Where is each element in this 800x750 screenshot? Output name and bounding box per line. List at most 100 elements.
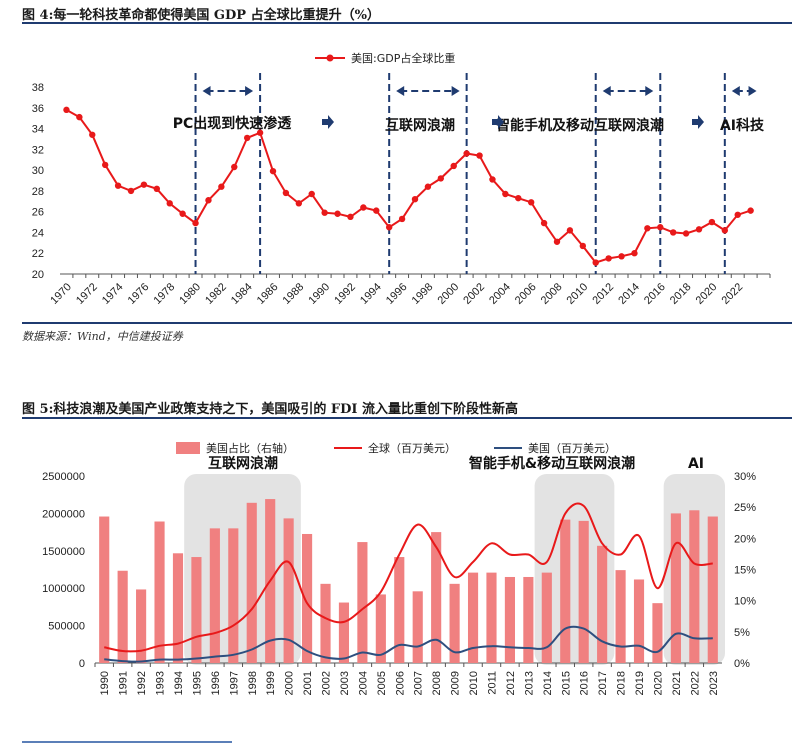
data-point <box>153 185 161 193</box>
x-tick-label: 1994 <box>173 671 185 695</box>
figure5-bottom-rule <box>22 741 232 743</box>
us-share-bar <box>467 572 479 663</box>
data-point <box>166 200 173 207</box>
x-tick-label: 1993 <box>155 671 167 695</box>
us-share-bar <box>136 589 147 663</box>
data-point <box>76 113 83 121</box>
us-share-bar <box>338 602 350 663</box>
x-tick-label: 2015 <box>560 671 572 695</box>
data-point <box>373 207 380 214</box>
x-tick-label: 1990 <box>306 281 332 307</box>
x-tick-label: 2022 <box>719 281 745 307</box>
y-tick-label: 30 <box>32 165 44 177</box>
data-point <box>114 182 122 189</box>
data-point <box>140 181 148 188</box>
x-tick-label: 2019 <box>634 671 646 695</box>
us-share-bar <box>486 572 497 663</box>
x-tick-label: 1980 <box>177 281 203 307</box>
us-share-bar <box>412 591 423 663</box>
y-tick-label: 28 <box>32 186 44 198</box>
x-tick-label: 2022 <box>689 671 701 695</box>
y-tick-label: 22 <box>32 248 44 260</box>
x-tick-label: 2011 <box>486 671 498 695</box>
wave-band <box>534 474 615 665</box>
data-point <box>89 131 96 138</box>
us-share-bar <box>615 570 626 663</box>
us-share-bar <box>154 521 165 663</box>
us-share-bar <box>504 576 515 663</box>
y-tick-label: 38 <box>32 82 44 94</box>
x-tick-label: 2014 <box>542 671 554 695</box>
x-tick-label: 2009 <box>450 671 462 695</box>
x-tick-label: 1999 <box>265 671 277 695</box>
x-tick-label: 2016 <box>642 281 668 307</box>
legend-label-us: 美国（百万美元） <box>528 442 616 455</box>
us-share-bar <box>117 570 128 663</box>
us-share-bar <box>597 545 608 663</box>
x-tick-label: 2001 <box>302 671 314 695</box>
us-share-bar <box>209 528 220 663</box>
x-tick-label: 2018 <box>668 281 694 307</box>
y-tick-label: 24 <box>32 227 44 239</box>
data-point <box>476 152 483 159</box>
us-share-bar <box>246 502 257 663</box>
data-point <box>527 199 535 206</box>
left-y-tick-label: 500000 <box>48 621 85 633</box>
data-point <box>334 210 341 217</box>
data-point <box>269 167 277 175</box>
figure4-title: 图 4:每一轮科技革命都使得美国 GDP 占全球比重提升（%） <box>22 8 380 23</box>
figure4-source: 数据来源：Wind，中信建投证券 <box>22 330 183 343</box>
arrow-head-right <box>245 86 254 96</box>
us-share-bar <box>431 532 442 663</box>
x-tick-label: 1982 <box>203 281 229 307</box>
data-point <box>553 238 561 245</box>
data-point <box>605 255 612 262</box>
us-share-bar <box>523 576 534 663</box>
figure5-title: 图 5:科技浪潮及美国产业政策支持之下，美国吸引的 FDI 流入量比重创下阶段性… <box>22 402 519 417</box>
y-tick-label: 36 <box>32 103 44 115</box>
us-fdi-line <box>104 625 713 663</box>
us-share-bar <box>283 518 294 663</box>
data-point <box>398 215 406 223</box>
right-y-tick-label: 0% <box>734 658 750 670</box>
x-tick-label: 1991 <box>118 671 130 695</box>
data-point <box>256 129 264 136</box>
us-share-bar <box>560 519 571 663</box>
data-point <box>734 211 741 218</box>
data-point <box>243 134 251 142</box>
x-tick-label: 2021 <box>671 671 683 695</box>
x-tick-label: 1974 <box>100 281 126 307</box>
us-share-bar <box>357 542 368 663</box>
right-y-tick-label: 25% <box>734 502 756 514</box>
left-y-tick-label: 0 <box>79 658 85 670</box>
arrow-head-right <box>451 86 460 96</box>
data-point <box>721 227 729 234</box>
x-tick-label: 2010 <box>565 281 591 307</box>
x-tick-label: 2008 <box>431 671 443 695</box>
data-point <box>321 209 328 216</box>
data-point <box>502 190 509 198</box>
us-share-bar <box>689 510 700 663</box>
data-point <box>218 183 225 190</box>
x-tick-label: 2014 <box>616 281 642 307</box>
x-tick-label: 1997 <box>228 671 240 695</box>
x-tick-label: 1995 <box>191 671 203 695</box>
arrow-head-left <box>731 86 740 96</box>
data-point <box>295 200 303 207</box>
data-point <box>179 210 186 217</box>
data-point <box>566 227 574 234</box>
y-tick-label: 26 <box>32 207 44 219</box>
x-tick-label: 2000 <box>435 281 461 307</box>
data-point <box>631 250 638 257</box>
wave-band-label: AI <box>688 456 704 472</box>
data-point <box>231 163 238 171</box>
data-point <box>437 175 445 182</box>
x-tick-label: 2003 <box>339 671 351 695</box>
right-y-tick-label: 5% <box>734 627 750 639</box>
chevron-arrow-icon <box>692 115 704 129</box>
data-point <box>282 189 290 197</box>
data-point <box>411 196 419 203</box>
x-tick-label: 1970 <box>48 281 74 307</box>
data-point <box>515 194 522 202</box>
data-point <box>644 225 651 232</box>
